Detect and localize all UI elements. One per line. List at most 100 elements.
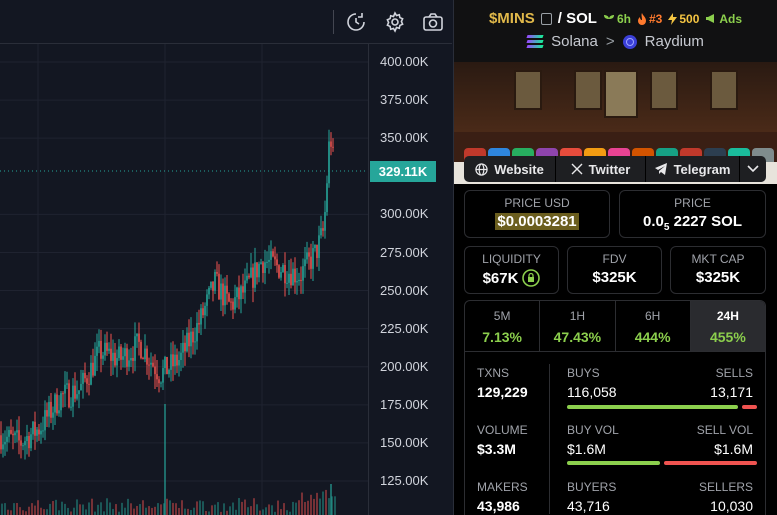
buys-label: BUYS [567,366,600,380]
fdv-value: $325K [592,269,637,286]
volume-bar [199,500,201,515]
buy-volume-ratio-bar [567,461,660,465]
candle-body [198,323,200,325]
candle-body [284,264,286,284]
volume-bar [46,509,48,515]
megaphone-icon [706,14,715,23]
candle-body [174,354,176,367]
more-links-button[interactable] [740,156,766,182]
candle-body [180,352,182,361]
candle-body [258,263,260,278]
candle-body [152,362,154,367]
timeframe-tabs: 5M 7.13% 1H 47.43% 6H 444% 24H 455% [464,300,766,352]
volume-bar [292,501,294,515]
replay-icon[interactable] [344,10,368,34]
volume-bar [259,510,261,515]
volume-bar [55,499,57,515]
buyers-value: 43,716 [567,498,610,514]
volume-bar [208,511,210,515]
candle-body [290,273,292,286]
y-tick-label: 375.00K [380,92,429,107]
dex-name[interactable]: Raydium [644,33,704,50]
price-usd-card: PRICE USD $0.0003281 [464,190,610,238]
sells-ratio-bar [742,405,757,409]
candle-body [156,374,158,380]
volume-bar [88,502,90,515]
volume-bar [22,510,24,515]
camera-snapshot-icon[interactable] [421,10,445,34]
candle-body [210,281,212,288]
candle-body [34,421,36,436]
volume-bar [91,498,93,515]
volume-bar [49,503,51,515]
volume-bar [211,505,213,515]
candle-body [146,348,148,365]
candle-body [220,283,222,300]
candlestick-chart[interactable] [0,44,368,515]
candle-body [58,410,60,414]
website-link[interactable]: Website [464,156,556,182]
tab-5m[interactable]: 5M 7.13% [465,301,541,351]
copy-icon[interactable] [540,12,552,25]
volume-bar [34,505,36,515]
tab-1h[interactable]: 1H 47.43% [540,301,616,351]
tab-6h[interactable]: 6H 444% [616,301,691,351]
candle-body [94,355,96,376]
candle-body [302,266,304,281]
price-scale-border [368,44,369,515]
volume-bar [220,511,222,515]
candle-body [216,272,218,274]
y-tick-label: 400.00K [380,54,429,69]
candle-body [200,308,202,325]
candle-body [46,410,48,417]
settings-gear-icon[interactable] [383,10,407,34]
token-symbol[interactable]: $MINS [488,10,535,27]
ads-badge[interactable]: Ads [705,12,742,26]
candle-body [252,267,254,288]
candle-body [38,429,40,435]
candle-body [248,275,250,278]
volume-bar [190,510,192,515]
volume-bar [40,507,42,515]
website-label: Website [494,161,544,177]
chevron-down-icon [747,165,759,173]
trending-rank: #3 [637,12,662,26]
sellers-label: SELLERS [698,480,753,494]
volume-bar [82,504,84,515]
candle-body [260,262,262,264]
candle-body [80,383,82,391]
quote-symbol: / SOL [557,10,597,27]
candle-body [288,273,290,283]
candle-body [68,383,70,408]
chain-name[interactable]: Solana [551,33,598,50]
volume-bar [253,498,255,515]
candle-body [70,406,72,408]
candle-body [184,342,186,352]
volume-bar [334,496,336,515]
y-tick-label: 275.00K [380,245,429,260]
candle-body [228,293,230,302]
volume-bar [124,507,126,515]
telegram-link[interactable]: Telegram [646,156,740,182]
volume-bar [325,489,327,515]
price-chart-panel[interactable]: 400.00K 375.00K 350.00K 300.00K 275.00K … [0,0,452,515]
volume-bar [268,504,270,515]
y-tick-label: 150.00K [380,435,429,450]
candle-body [140,341,142,359]
tab-24h[interactable]: 24H 455% [690,301,765,351]
candle-body [212,281,214,291]
y-tick-label: 125.00K [380,473,429,488]
volume-bar [214,504,216,515]
candle-body [230,301,232,303]
volume-bar [298,500,300,515]
candle-body [114,352,116,366]
candle-body [292,268,294,286]
candle-body [64,384,66,394]
volume-bar [238,498,240,515]
buy-volume-value: $1.6M [567,441,606,457]
volume-bar [43,509,45,515]
lock-icon[interactable] [522,269,541,287]
volume-bar [169,500,171,515]
pair-age: 6h [603,12,631,26]
twitter-link[interactable]: Twitter [556,156,646,182]
